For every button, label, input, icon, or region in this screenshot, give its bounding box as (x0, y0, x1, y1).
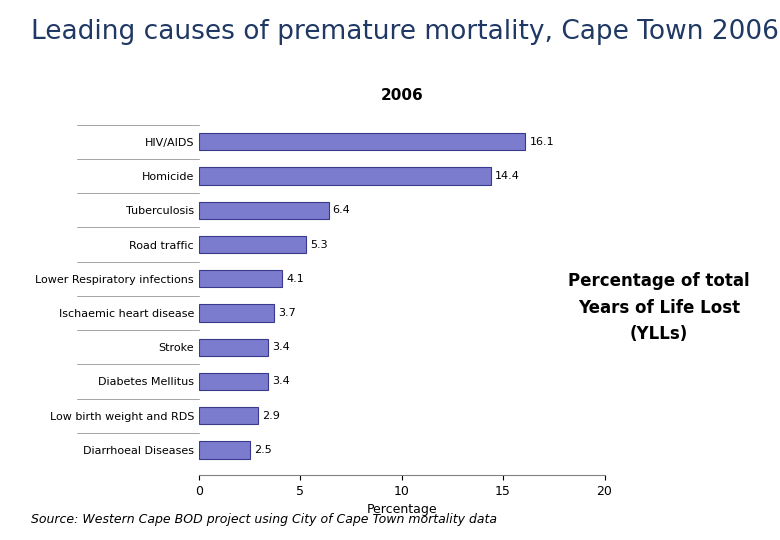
Text: 3.4: 3.4 (272, 376, 289, 387)
Text: 16.1: 16.1 (530, 137, 554, 147)
Bar (199, 441, 250, 458)
Text: Leading causes of premature mortality, Cape Town 2006: Leading causes of premature mortality, C… (31, 19, 779, 45)
Text: 3.4: 3.4 (272, 342, 289, 352)
Bar (199, 407, 257, 424)
Bar (199, 339, 268, 356)
Text: Source: Western Cape BOD project using City of Cape Town mortality data: Source: Western Cape BOD project using C… (31, 514, 497, 526)
Text: 6.4: 6.4 (333, 205, 350, 215)
Bar (199, 202, 328, 219)
Text: 14.4: 14.4 (495, 171, 519, 181)
X-axis label: Percentage: Percentage (367, 503, 437, 516)
Title: 2006: 2006 (381, 87, 423, 103)
Bar (199, 133, 526, 150)
Bar (199, 305, 274, 321)
Bar (199, 373, 268, 390)
Bar (199, 236, 307, 253)
Text: Percentage of total
Years of Life Lost
(YLLs): Percentage of total Years of Life Lost (… (569, 272, 750, 343)
Text: 2.5: 2.5 (254, 445, 271, 455)
Bar (199, 167, 491, 185)
Text: 5.3: 5.3 (310, 240, 328, 249)
Text: 2.9: 2.9 (262, 411, 280, 421)
Text: 4.1: 4.1 (286, 274, 304, 284)
Bar (199, 270, 282, 287)
Text: 3.7: 3.7 (278, 308, 296, 318)
